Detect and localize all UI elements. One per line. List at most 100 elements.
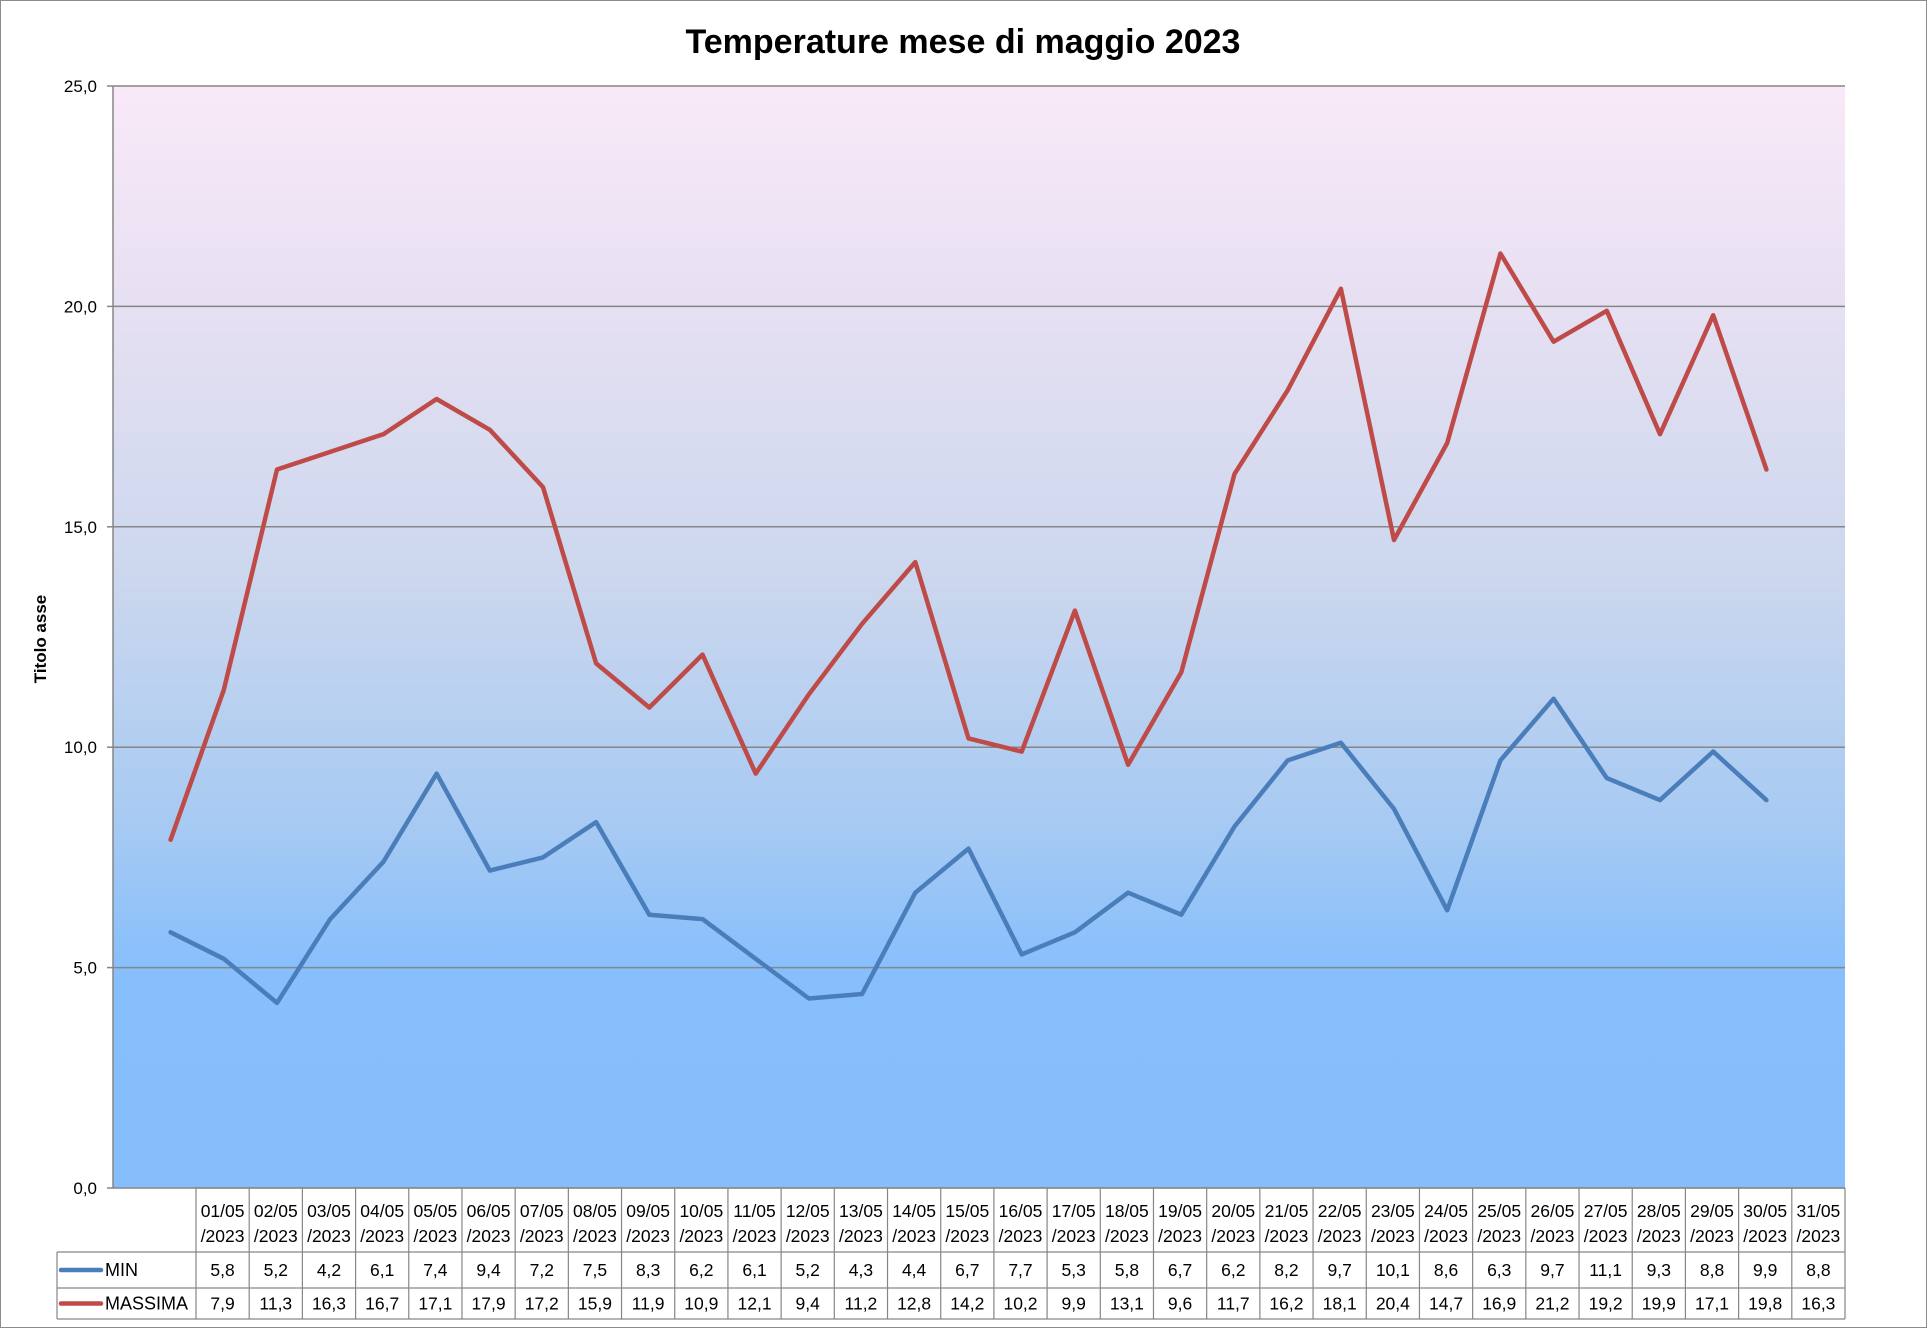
data-label: 16,3: [312, 1294, 346, 1314]
data-label: 17,2: [525, 1294, 559, 1314]
data-label: 8,8: [1700, 1260, 1724, 1280]
data-label: 6,1: [370, 1260, 394, 1280]
data-label: 4,3: [849, 1260, 873, 1280]
series-line-massima: [168, 251, 1769, 843]
data-label: 15,9: [578, 1294, 612, 1314]
x-tick-label: 29/05/2023: [1690, 1201, 1734, 1246]
data-label: 11,7: [1217, 1294, 1250, 1314]
data-label: 5,2: [796, 1260, 820, 1280]
x-tick-label: 28/05/2023: [1637, 1201, 1681, 1246]
x-tick-label: 26/05/2023: [1531, 1201, 1575, 1246]
data-label: 13,1: [1110, 1294, 1144, 1314]
data-label: 5,8: [210, 1260, 234, 1280]
chart-title: Temperature mese di maggio 2023: [686, 23, 1241, 61]
data-label: 11,2: [845, 1294, 878, 1314]
data-label: 9,6: [1168, 1294, 1192, 1314]
data-label: 10,9: [684, 1294, 718, 1314]
x-tick-label: 25/05/2023: [1477, 1201, 1521, 1246]
data-label: 11,9: [632, 1294, 665, 1314]
legend-label-min: MIN: [105, 1260, 138, 1280]
data-label: 6,1: [742, 1260, 766, 1280]
x-tick-label: 16/05/2023: [999, 1201, 1043, 1246]
y-tick-label: 10,0: [64, 738, 97, 757]
x-tick-label: 23/05/2023: [1371, 1201, 1415, 1246]
data-label: 16,9: [1482, 1294, 1516, 1314]
data-label: 6,7: [1168, 1260, 1192, 1280]
series-line-min: [168, 696, 1769, 1006]
x-tick-label: 24/05/2023: [1424, 1201, 1468, 1246]
data-label: 9,7: [1540, 1260, 1564, 1280]
y-tick-label: 0,0: [73, 1179, 97, 1198]
y-tick-label: 20,0: [64, 297, 97, 316]
data-label: 9,4: [796, 1294, 821, 1314]
x-tick-label: 20/05/2023: [1211, 1201, 1255, 1246]
data-label: 7,9: [210, 1294, 234, 1314]
data-label: 7,2: [530, 1260, 554, 1280]
x-tick-label: 21/05/2023: [1265, 1201, 1309, 1246]
x-tick-label: 22/05/2023: [1318, 1201, 1362, 1246]
x-tick-label: 12/05/2023: [786, 1201, 830, 1246]
data-label: 6,3: [1487, 1260, 1511, 1280]
data-label: 16,7: [365, 1294, 399, 1314]
plot-area: [113, 85, 1845, 1188]
data-label: 21,2: [1535, 1294, 1569, 1314]
y-tick-label: 25,0: [64, 77, 97, 96]
data-label: 19,9: [1642, 1294, 1676, 1314]
data-label: 16,2: [1269, 1294, 1303, 1314]
data-label: 11,1: [1589, 1260, 1622, 1280]
data-table: 01/05/202302/05/202303/05/202304/05/2023…: [56, 1187, 1846, 1320]
data-label: 19,8: [1748, 1294, 1782, 1314]
data-label: 8,6: [1434, 1260, 1458, 1280]
data-label: 11,3: [259, 1294, 292, 1314]
x-tick-label: 27/05/2023: [1584, 1201, 1628, 1246]
x-tick-label: 10/05/2023: [679, 1201, 723, 1246]
x-tick-label: 02/05/2023: [254, 1201, 298, 1246]
x-tick-label: 03/05/2023: [307, 1201, 351, 1246]
data-label: 9,7: [1327, 1260, 1351, 1280]
data-label: 5,3: [1062, 1260, 1086, 1280]
x-tick-label: 18/05/2023: [1105, 1201, 1149, 1246]
series-lines: [168, 251, 1769, 1006]
data-label: 4,4: [902, 1260, 927, 1280]
data-label: 9,4: [476, 1260, 501, 1280]
data-label: 5,8: [1115, 1260, 1139, 1280]
x-tick-label: 13/05/2023: [839, 1201, 883, 1246]
y-axis-title: Titolo asse: [31, 595, 50, 684]
x-tick-label: 08/05/2023: [573, 1201, 617, 1246]
data-label: 14,2: [950, 1294, 984, 1314]
x-tick-label: 01/05/2023: [201, 1201, 245, 1246]
x-tick-label: 09/05/2023: [626, 1201, 670, 1246]
data-label: 8,8: [1806, 1260, 1830, 1280]
x-tick-label: 30/05/2023: [1743, 1201, 1787, 1246]
data-label: 19,2: [1589, 1294, 1623, 1314]
x-tick-label: 31/05/2023: [1797, 1201, 1841, 1246]
y-tick-label: 5,0: [73, 959, 97, 978]
x-tick-label: 05/05/2023: [413, 1201, 457, 1246]
x-tick-label: 07/05/2023: [520, 1201, 564, 1246]
legend-label-massima: MASSIMA: [105, 1294, 188, 1314]
data-label: 12,8: [897, 1294, 931, 1314]
data-label: 6,2: [689, 1260, 713, 1280]
x-tick-label: 19/05/2023: [1158, 1201, 1202, 1246]
data-label: 10,1: [1376, 1260, 1410, 1280]
data-label: 7,4: [423, 1260, 448, 1280]
x-tick-label: 04/05/2023: [360, 1201, 404, 1246]
data-label: 17,1: [418, 1294, 452, 1314]
x-tick-label: 11/05/2023: [733, 1201, 777, 1246]
data-label: 18,1: [1323, 1294, 1357, 1314]
data-label: 12,1: [738, 1294, 772, 1314]
x-tick-label: 14/05/2023: [892, 1201, 936, 1246]
data-label: 6,2: [1221, 1260, 1245, 1280]
data-label: 14,7: [1429, 1294, 1463, 1314]
data-label: 9,3: [1647, 1260, 1671, 1280]
data-label: 8,3: [636, 1260, 660, 1280]
x-tick-label: 06/05/2023: [467, 1201, 511, 1246]
data-label: 8,2: [1274, 1260, 1298, 1280]
data-label: 17,1: [1695, 1294, 1729, 1314]
data-label: 5,2: [264, 1260, 288, 1280]
data-label: 10,2: [1003, 1294, 1037, 1314]
data-label: 7,5: [583, 1260, 607, 1280]
data-label: 16,3: [1801, 1294, 1835, 1314]
